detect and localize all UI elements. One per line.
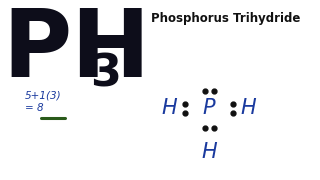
Text: H: H [162,98,177,118]
Text: H: H [241,98,257,118]
Text: = 8: = 8 [25,103,44,113]
Text: PH: PH [3,5,151,97]
Text: 3: 3 [90,52,121,95]
Text: P: P [203,98,215,118]
Text: H: H [201,142,217,162]
Text: 5+1(3): 5+1(3) [25,90,62,100]
Text: Phosphorus Trihydride: Phosphorus Trihydride [151,12,301,25]
